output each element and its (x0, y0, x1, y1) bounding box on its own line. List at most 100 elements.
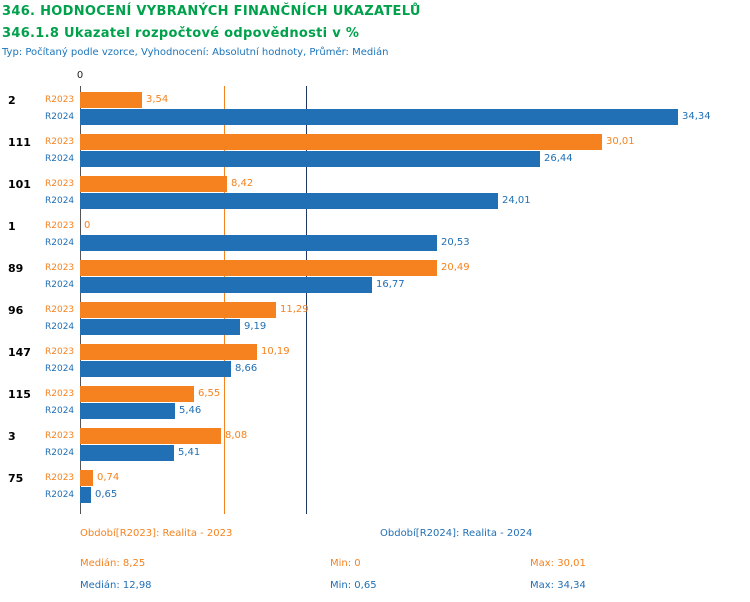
value-label: 20,49 (441, 262, 470, 273)
series-label: R2023 (45, 263, 75, 273)
bar-row: 89 R2023 20,49 (0, 260, 750, 276)
bar (80, 361, 231, 377)
bar (80, 277, 372, 293)
bar-row: R2024 9,19 (0, 319, 750, 335)
category-label: 1 (8, 220, 16, 233)
bar-row: R2024 34,34 (0, 109, 750, 125)
series-label: R2023 (45, 221, 75, 231)
category-label: 101 (8, 178, 31, 191)
bar-row: 147 R2023 10,19 (0, 344, 750, 360)
series-label: R2024 (45, 364, 75, 374)
series-label: R2023 (45, 95, 75, 105)
bar-group: 111 R2023 30,01 R2024 26,44 (0, 134, 750, 167)
bar-group: 101 R2023 8,42 R2024 24,01 (0, 176, 750, 209)
series-label: R2024 (45, 490, 75, 500)
bar-row: R2024 16,77 (0, 277, 750, 293)
legend-period-2023: Období[R2023]: Realita - 2023 (80, 528, 233, 539)
value-label: 11,29 (280, 304, 309, 315)
value-label: 34,34 (682, 111, 711, 122)
series-label: R2024 (45, 112, 75, 122)
value-label: 5,41 (178, 447, 201, 458)
chart-area: 2 R2023 3,54 R2024 34,34 111 R2023 30,01 R2024 26… (0, 86, 750, 514)
bar (80, 403, 175, 419)
page-title: 346. HODNOCENÍ VYBRANÝCH FINANČNÍCH UKAZ… (2, 4, 421, 19)
category-label: 111 (8, 136, 31, 149)
bar-group: 1 R2023 0 R2024 20,53 (0, 218, 750, 251)
page-subtitle: 346.1.8 Ukazatel rozpočtové odpovědnosti… (2, 26, 360, 41)
stat-min-2023: Min: 0 (330, 558, 361, 569)
category-label: 89 (8, 262, 24, 275)
bar-group: 3 R2023 8,08 R2024 5,41 (0, 428, 750, 461)
bar (80, 386, 194, 402)
bar-group: 96 R2023 11,29 R2024 9,19 (0, 302, 750, 335)
stat-min-2024: Min: 0,65 (330, 580, 377, 591)
bar (80, 92, 142, 108)
legend-period-2024: Období[R2024]: Realita - 2024 (380, 528, 533, 539)
stat-median-2024: Medián: 12,98 (80, 580, 152, 591)
bar (80, 109, 678, 125)
bar-row: 115 R2023 6,55 (0, 386, 750, 402)
value-label: 20,53 (441, 237, 470, 248)
bar-row: 3 R2023 8,08 (0, 428, 750, 444)
bar (80, 344, 257, 360)
bar (80, 260, 437, 276)
bar-group: 2 R2023 3,54 R2024 34,34 (0, 92, 750, 125)
bar-group: 75 R2023 0,74 R2024 0,65 (0, 470, 750, 503)
value-label: 16,77 (376, 279, 405, 290)
series-label: R2023 (45, 179, 75, 189)
value-label: 24,01 (502, 195, 531, 206)
series-label: R2024 (45, 406, 75, 416)
bar-group: 89 R2023 20,49 R2024 16,77 (0, 260, 750, 293)
bar-row: R2024 8,66 (0, 361, 750, 377)
chart-meta: Typ: Počítaný podle vzorce, Vyhodnocení:… (2, 47, 389, 58)
value-label: 0,65 (95, 489, 118, 500)
bar-row: R2024 20,53 (0, 235, 750, 251)
bar-row: R2024 24,01 (0, 193, 750, 209)
value-label: 30,01 (606, 136, 635, 147)
bar-group: 147 R2023 10,19 R2024 8,66 (0, 344, 750, 377)
bar-row: 2 R2023 3,54 (0, 92, 750, 108)
bar-group: 115 R2023 6,55 R2024 5,46 (0, 386, 750, 419)
bar (80, 445, 174, 461)
median-line-r2024 (306, 86, 307, 514)
series-label: R2023 (45, 137, 75, 147)
bar (80, 193, 498, 209)
bar (80, 176, 227, 192)
bar-row: R2024 5,46 (0, 403, 750, 419)
median-line-r2023 (224, 86, 225, 514)
bar-row: 96 R2023 11,29 (0, 302, 750, 318)
value-label: 0 (84, 220, 91, 231)
value-label: 9,19 (244, 321, 267, 332)
value-label: 3,54 (146, 94, 169, 105)
category-label: 3 (8, 430, 16, 443)
bar (80, 302, 276, 318)
series-label: R2023 (45, 305, 75, 315)
stat-max-2024: Max: 34,34 (530, 580, 586, 591)
series-label: R2023 (45, 347, 75, 357)
series-label: R2024 (45, 448, 75, 458)
series-label: R2024 (45, 238, 75, 248)
series-label: R2023 (45, 389, 75, 399)
bar-rows-container: 2 R2023 3,54 R2024 34,34 111 R2023 30,01 R2024 26… (0, 92, 750, 512)
x-axis-line (80, 86, 81, 514)
category-label: 96 (8, 304, 24, 317)
bar-row: 75 R2023 0,74 (0, 470, 750, 486)
x-axis-zero-tick: 0 (76, 70, 84, 81)
category-label: 2 (8, 94, 16, 107)
series-label: R2023 (45, 473, 75, 483)
series-label: R2024 (45, 280, 75, 290)
bar-row: 101 R2023 8,42 (0, 176, 750, 192)
stat-max-2023: Max: 30,01 (530, 558, 586, 569)
bar-row: R2024 0,65 (0, 487, 750, 503)
bar (80, 470, 93, 486)
category-label: 75 (8, 472, 24, 485)
category-label: 147 (8, 346, 31, 359)
value-label: 8,66 (235, 363, 258, 374)
value-label: 5,46 (179, 405, 202, 416)
bar-row: 111 R2023 30,01 (0, 134, 750, 150)
series-label: R2024 (45, 196, 75, 206)
bar (80, 319, 240, 335)
stat-median-2023: Medián: 8,25 (80, 558, 146, 569)
value-label: 0,74 (97, 472, 120, 483)
